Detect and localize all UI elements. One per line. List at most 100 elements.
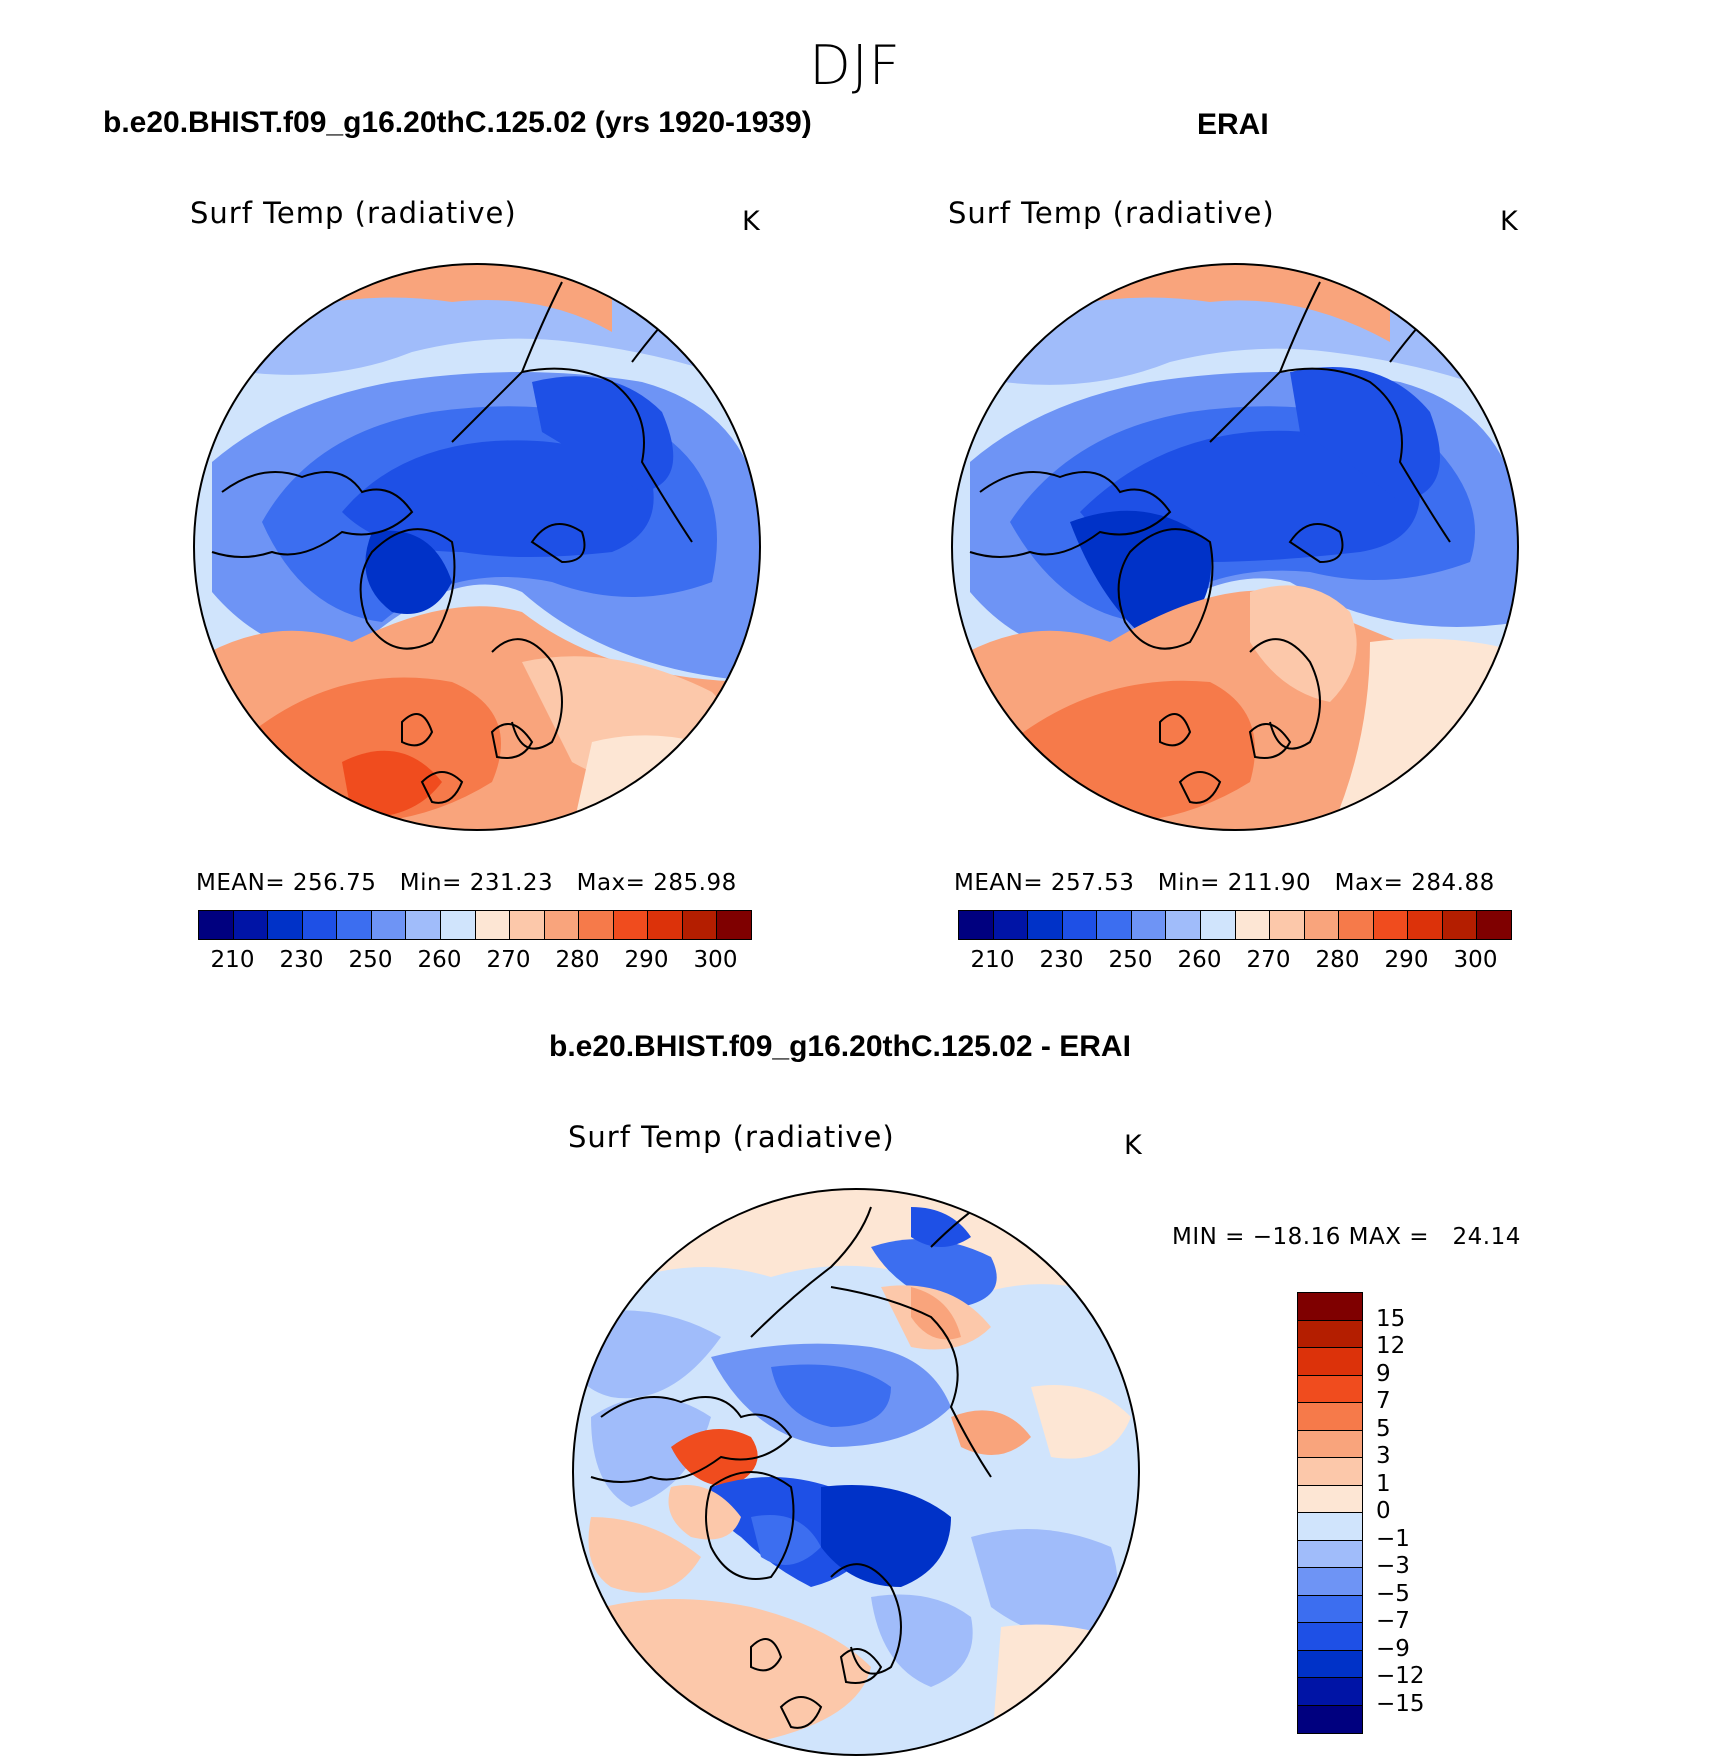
right-polar-map <box>951 263 1519 831</box>
left-colorbar-ticks: 210 230 250 260 270 280 290 300 <box>198 947 750 977</box>
left-colorbar-box <box>579 911 614 939</box>
right-colorbar-tick-label: 280 <box>1315 947 1360 973</box>
right-colorbar-box <box>959 911 994 939</box>
diff-colorbar-tick-label: −1 <box>1376 1525 1410 1552</box>
right-colorbar-box <box>1235 911 1271 939</box>
diff-colorbar-tick-label: 9 <box>1376 1360 1391 1387</box>
left-colorbar-box <box>648 911 683 939</box>
right-colorbar-tick-label: 230 <box>1039 947 1084 973</box>
diff-colorbar-box <box>1298 1320 1362 1348</box>
left-colorbar-tick-label: 270 <box>486 947 531 973</box>
diff-variable-label: Surf Temp (radiative) <box>568 1120 895 1154</box>
right-stats: MEAN= 257.53 Min= 211.90 Max= 284.88 <box>954 870 1495 896</box>
diff-colorbar-box <box>1298 1348 1362 1376</box>
diff-colorbar-box <box>1298 1375 1362 1403</box>
left-colorbar-tick-label: 210 <box>210 947 255 973</box>
diff-colorbar-tick-label: 1 <box>1376 1470 1391 1497</box>
right-colorbar <box>958 910 1512 940</box>
left-colorbar-tick-label: 250 <box>348 947 393 973</box>
diff-colorbar-tick-label: −7 <box>1376 1608 1410 1634</box>
left-panel-title: b.e20.BHIST.f09_g16.20thC.125.02 (yrs 19… <box>103 106 812 139</box>
right-colorbar-box <box>1339 911 1374 939</box>
left-stats: MEAN= 256.75 Min= 231.23 Max= 285.98 <box>196 870 737 896</box>
right-colorbar-box <box>1097 911 1132 939</box>
left-colorbar-box <box>717 911 751 939</box>
diff-polar-map <box>572 1188 1140 1756</box>
left-colorbar-box <box>613 911 649 939</box>
diff-colorbar-tick-label: 5 <box>1376 1415 1391 1442</box>
left-colorbar-box <box>510 911 545 939</box>
right-colorbar-box <box>1442 911 1478 939</box>
right-variable-label: Surf Temp (radiative) <box>948 196 1275 230</box>
left-colorbar-box <box>199 911 234 939</box>
right-colorbar-tick-label: 260 <box>1177 947 1222 973</box>
diff-colorbar-tick-label: 12 <box>1376 1333 1406 1359</box>
diff-colorbar-tick-label: 15 <box>1376 1305 1406 1332</box>
diff-colorbar-box <box>1298 1403 1362 1431</box>
left-colorbar <box>198 910 752 940</box>
diff-colorbar-tick-label: −15 <box>1376 1690 1425 1717</box>
left-colorbar-tick-label: 280 <box>555 947 600 973</box>
left-variable-label: Surf Temp (radiative) <box>190 196 517 230</box>
diff-colorbar-ticks: 15 12 9 7 5 3 1 0 −1 −3 −5 −7 −9 −12 −15 <box>1376 1292 1456 1737</box>
diff-coastlines <box>590 1196 992 1729</box>
right-colorbar-box <box>1304 911 1340 939</box>
diff-colorbar-box <box>1298 1540 1362 1568</box>
diff-colorbar-box <box>1298 1513 1362 1541</box>
right-colorbar-box <box>1166 911 1201 939</box>
left-colorbar-box <box>268 911 303 939</box>
left-colorbar-box <box>682 911 718 939</box>
right-colorbar-tick-label: 250 <box>1108 947 1153 973</box>
diff-colorbar-tick-label: 3 <box>1376 1443 1391 1469</box>
right-panel-title: ERAI <box>1197 108 1269 141</box>
diff-colorbar-box <box>1298 1568 1362 1596</box>
right-colorbar-box <box>1373 911 1409 939</box>
diff-colorbar-box <box>1298 1293 1362 1321</box>
right-colorbar-tick-label: 270 <box>1246 947 1291 973</box>
right-colorbar-box <box>1408 911 1443 939</box>
diff-stats: MIN = −18.16 MAX = 24.14 <box>1172 1224 1521 1250</box>
left-colorbar-box <box>544 911 580 939</box>
left-colorbar-box <box>337 911 372 939</box>
right-colorbar-box <box>1131 911 1167 939</box>
diff-colorbar-box <box>1298 1623 1362 1651</box>
right-colorbar-ticks: 210 230 250 260 270 280 290 300 <box>958 947 1510 977</box>
left-colorbar-tick-label: 290 <box>624 947 669 973</box>
left-colorbar-tick-label: 230 <box>279 947 324 973</box>
diff-colorbar-box <box>1298 1430 1362 1458</box>
left-coastlines <box>211 281 693 804</box>
right-unit-label: K <box>1500 206 1518 237</box>
diff-colorbar-box <box>1298 1705 1362 1733</box>
diff-colorbar-box <box>1298 1678 1362 1706</box>
season-title: DJF <box>809 34 901 97</box>
diff-colorbar-box <box>1298 1458 1362 1486</box>
diff-colorbar-tick-label: 0 <box>1376 1498 1391 1524</box>
right-colorbar-box <box>993 911 1029 939</box>
right-colorbar-box <box>1270 911 1305 939</box>
right-colorbar-box <box>1477 911 1511 939</box>
left-colorbar-box <box>406 911 441 939</box>
left-unit-label: K <box>742 206 760 237</box>
left-colorbar-box <box>475 911 511 939</box>
left-colorbar-box <box>440 911 476 939</box>
diff-colorbar-tick-label: 7 <box>1376 1388 1391 1414</box>
diff-colorbar-tick-label: −3 <box>1376 1553 1410 1579</box>
diff-colorbar <box>1297 1292 1363 1734</box>
left-polar-map <box>193 263 761 831</box>
left-colorbar-tick-label: 300 <box>693 947 738 973</box>
right-colorbar-box <box>1028 911 1063 939</box>
diff-colorbar-tick-label: −9 <box>1376 1635 1410 1662</box>
left-colorbar-box <box>302 911 338 939</box>
right-colorbar-tick-label: 210 <box>970 947 1015 973</box>
diff-colorbar-box <box>1298 1595 1362 1623</box>
right-colorbar-box <box>1062 911 1098 939</box>
diff-colorbar-box <box>1298 1650 1362 1678</box>
right-colorbar-box <box>1200 911 1236 939</box>
left-colorbar-box <box>233 911 269 939</box>
diff-panel-title: b.e20.BHIST.f09_g16.20thC.125.02 - ERAI <box>549 1030 1131 1063</box>
right-colorbar-tick-label: 300 <box>1453 947 1498 973</box>
diff-colorbar-tick-label: −5 <box>1376 1580 1410 1607</box>
left-colorbar-tick-label: 260 <box>417 947 462 973</box>
left-colorbar-box <box>371 911 407 939</box>
diff-colorbar-tick-label: −12 <box>1376 1663 1425 1689</box>
